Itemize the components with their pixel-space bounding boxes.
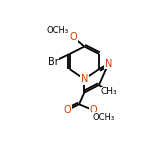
Text: Br: Br [48, 57, 59, 67]
Text: OCH₃: OCH₃ [47, 26, 69, 35]
Text: O: O [64, 105, 71, 115]
Text: O: O [89, 105, 97, 115]
Text: N: N [105, 59, 112, 69]
Text: OCH₃: OCH₃ [93, 113, 115, 122]
Text: N: N [81, 74, 88, 84]
Text: O: O [69, 32, 77, 42]
Text: CH₃: CH₃ [100, 87, 117, 97]
